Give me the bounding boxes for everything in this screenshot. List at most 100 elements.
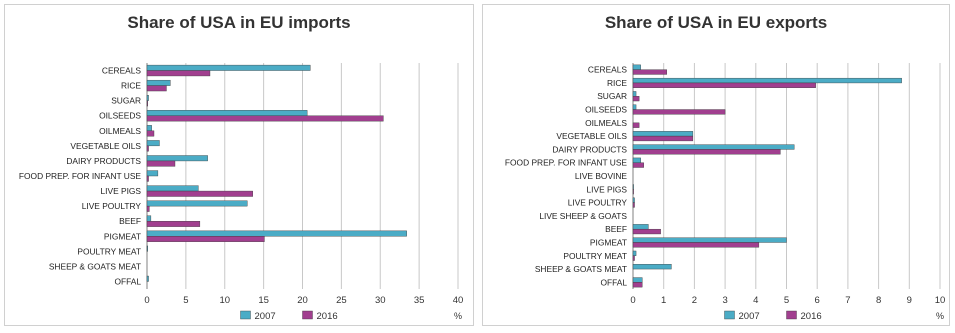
- exports-x-axis-label: %: [936, 311, 944, 321]
- exports-x-tick-label: 4: [753, 295, 758, 306]
- exports-legend-swatch-2007: [724, 310, 735, 320]
- imports-bar-2007-live-pigs: [146, 185, 199, 192]
- imports-x-tick-label: 25: [336, 295, 347, 306]
- exports-bar-2007-poultry-meat: [632, 250, 637, 256]
- imports-x-tick-label: 30: [375, 295, 386, 306]
- imports-bar-2016-oilseeds: [146, 115, 384, 122]
- imports-category-label: RICE: [121, 81, 141, 91]
- imports-legend-label-2016: 2016: [317, 311, 338, 322]
- exports-category-label: OFFAL: [600, 277, 627, 287]
- imports-x-tick-label: 35: [414, 295, 425, 306]
- exports-x-tick-label: 0: [630, 295, 635, 306]
- imports-category-label: POULTRY MEAT: [77, 246, 141, 256]
- exports-x-tick-label: 2: [692, 295, 697, 306]
- exports-category-label: LIVE BOVINE: [575, 171, 628, 181]
- imports-bar-2007-oilseeds: [146, 110, 308, 116]
- imports-bar-2016-vegetable-oils: [146, 145, 149, 152]
- exports-category-label: OILMEALS: [585, 118, 627, 128]
- exports-x-tick-label: 1: [661, 295, 666, 306]
- imports-x-tick-label: 5: [183, 295, 188, 306]
- exports-category-label: BEEF: [605, 224, 627, 234]
- imports-bar-2016-sugar: [146, 100, 148, 107]
- exports-bar-2007-cereals: [632, 64, 641, 70]
- imports-bar-2007-live-poultry: [146, 200, 248, 207]
- imports-category-label: OFFAL: [114, 276, 141, 286]
- imports-category-label: PIGMEAT: [104, 231, 141, 241]
- exports-bar-2007-sheep-goats-meat: [632, 264, 672, 270]
- exports-bar-2016-live-poultry: [632, 202, 635, 208]
- exports-bar-2007-rice: [632, 77, 902, 84]
- imports-category-label: CEREALS: [102, 66, 142, 76]
- imports-bar-2016-oilmeals: [146, 130, 155, 137]
- exports-x-tick-label: 8: [876, 295, 881, 306]
- imports-chart-title: Share of USA in EU imports: [127, 13, 351, 32]
- exports-category-label: RICE: [607, 78, 627, 88]
- exports-bar-2016-live-pigs: [632, 189, 634, 195]
- imports-bar-2007-sugar: [146, 95, 149, 101]
- imports-bar-2016-beef: [146, 220, 201, 227]
- exports-bar-2016-oilseeds: [632, 109, 726, 115]
- imports-bar-2007-beef: [146, 215, 152, 222]
- exports-legend-label-2007: 2007: [739, 311, 760, 322]
- exports-bar-2007-sugar: [632, 91, 637, 97]
- exports-category-label: CEREALS: [588, 65, 628, 75]
- imports-bar-2016-rice: [146, 85, 167, 92]
- exports-category-label: SHEEP & GOATS MEAT: [535, 264, 627, 274]
- imports-x-tick-label: 40: [453, 295, 464, 306]
- imports-category-label: FOOD PREP. FOR INFANT USE: [19, 171, 141, 181]
- exports-category-label: POULTRY MEAT: [563, 251, 627, 261]
- exports-category-label: LIVE PIGS: [587, 184, 628, 194]
- exports-bar-2016-food-prep-for-infant-use: [632, 162, 644, 168]
- exports-bar-2007-vegetable-oils: [632, 131, 694, 137]
- exports-bar-2007-food-prep-for-infant-use: [632, 157, 641, 163]
- exports-category-label: PIGMEAT: [590, 237, 627, 247]
- exports-category-label: LIVE SHEEP & GOATS: [539, 211, 627, 221]
- exports-category-label: OILSEEDS: [585, 105, 627, 115]
- exports-x-tick-label: 7: [845, 295, 850, 306]
- exports-bar-2016-dairy-products: [632, 149, 781, 155]
- exports-bar-2016-sugar: [632, 96, 640, 102]
- exports-legend-swatch-2016: [786, 310, 797, 320]
- imports-category-label: LIVE POULTRY: [82, 201, 142, 211]
- exports-bar-2016-poultry-meat: [632, 255, 635, 261]
- imports-category-label: SHEEP & GOATS MEAT: [49, 261, 141, 271]
- exports-category-label: SUGAR: [597, 91, 627, 101]
- exports-chart-panel: Share of USA in EU exports 0 1 2 3 4 5 6 7 8 9 10%…: [482, 4, 950, 326]
- imports-x-tick-label: 20: [297, 295, 308, 306]
- imports-bar-2016-cereals: [146, 70, 211, 77]
- imports-bar-2007-dairy-products: [146, 155, 208, 162]
- imports-bar-2016-live-poultry: [146, 205, 150, 212]
- imports-bar-2007-rice: [146, 79, 171, 86]
- imports-bar-2007-food-prep-for-infant-use: [146, 170, 159, 177]
- exports-category-label: VEGETABLE OILS: [556, 131, 627, 141]
- exports-x-tick-label: 9: [907, 295, 912, 306]
- imports-bar-2016-pigmeat: [146, 236, 265, 242]
- imports-x-tick-label: 10: [219, 295, 230, 306]
- exports-bar-2016-rice: [632, 82, 816, 88]
- exports-bar-2016-vegetable-oils: [632, 135, 694, 142]
- imports-category-label: VEGETABLE OILS: [70, 141, 141, 151]
- exports-bar-2016-cereals: [632, 69, 667, 75]
- imports-category-label: LIVE PIGS: [101, 186, 142, 196]
- exports-bar-2007-dairy-products: [632, 144, 795, 150]
- exports-category-label: DAIRY PRODUCTS: [552, 144, 627, 154]
- imports-chart: 0 5 10 15 20 25 30 35 40% CEREALS RICE SUGAR OILSEED…: [19, 63, 464, 322]
- exports-bar-2007-live-poultry: [632, 197, 635, 203]
- imports-x-axis-label: %: [454, 311, 462, 321]
- exports-x-tick-label: 6: [815, 295, 820, 306]
- exports-bar-2007-pigmeat: [632, 237, 787, 243]
- exports-bar-2007-offal: [632, 277, 643, 283]
- imports-bar-2007-offal: [146, 275, 149, 282]
- imports-x-tick-label: 15: [258, 295, 269, 306]
- exports-bar-2016-oilmeals: [632, 122, 640, 128]
- imports-legend-swatch-2016: [302, 310, 313, 320]
- imports-bar-2007-pigmeat: [146, 230, 407, 237]
- imports-category-label: OILSEEDS: [99, 111, 141, 121]
- imports-legend-label-2007: 2007: [255, 311, 276, 322]
- imports-bar-2016-live-pigs: [146, 190, 253, 197]
- exports-bar-2016-beef: [632, 228, 661, 235]
- imports-bar-2007-poultry-meat: [146, 245, 148, 252]
- exports-chart-title: Share of USA in EU exports: [604, 13, 828, 32]
- exports-x-tick-label: 10: [935, 295, 946, 306]
- exports-chart: 0 1 2 3 4 5 6 7 8 9 10% CEREALS RICE SUGAR OILSEEDS OIL…: [505, 63, 946, 322]
